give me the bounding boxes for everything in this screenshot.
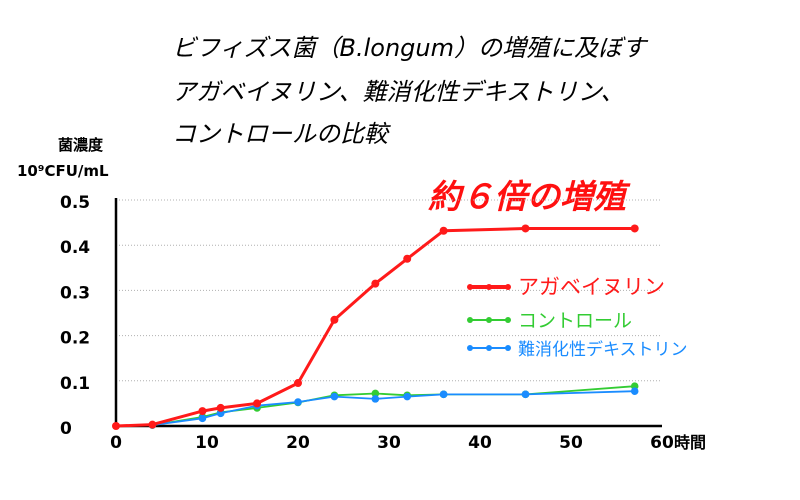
y-axis-label-line-2: 10⁹CFU/mL <box>17 162 109 180</box>
y-tick-label: 0.2 <box>60 329 90 349</box>
x-tick-label: 40 <box>468 433 492 453</box>
data-point <box>403 392 412 401</box>
y-tick-label: 0.5 <box>60 193 90 213</box>
legend-swatch-marker <box>505 284 511 290</box>
data-point <box>216 409 225 418</box>
legend-swatch-marker <box>467 284 473 290</box>
x-tick-label: 30 <box>377 433 401 453</box>
legend-swatch-marker <box>486 317 492 323</box>
growth-annotation: 約６倍の増殖 <box>428 177 626 216</box>
chart-title-line-3: コントロールの比較 <box>172 120 388 148</box>
series-layer <box>112 224 639 430</box>
data-point <box>439 390 448 399</box>
y-axis-label-line-1: 菌濃度 <box>58 136 104 154</box>
y-tick-label: 0 <box>60 419 72 439</box>
legend-swatch-marker <box>467 345 473 351</box>
data-point <box>112 422 120 430</box>
x-tick-label: 0 <box>110 433 122 453</box>
data-point <box>198 407 207 416</box>
data-point <box>294 398 302 406</box>
series-line <box>115 227 635 428</box>
grid-layer <box>116 199 662 382</box>
data-point <box>253 399 262 408</box>
data-point <box>521 224 530 233</box>
legend-label: 難消化性デキストリン <box>518 339 688 360</box>
data-point <box>630 224 639 233</box>
data-point <box>330 315 339 324</box>
y-tick-label: 0.4 <box>60 238 90 258</box>
data-point <box>148 420 157 429</box>
chart-title-line-2: アガベイヌリン、難消化性デキストリン、 <box>172 78 625 106</box>
data-point <box>371 389 380 398</box>
data-point <box>403 254 412 263</box>
y-tick-label: 0.1 <box>60 374 90 394</box>
data-point <box>198 414 207 423</box>
axis-layer: 0 0.1 0.2 0.3 0.4 0.5 0 10 20 30 40 50 60 時間 <box>60 193 706 453</box>
y-tick-label: 0.3 <box>60 283 90 303</box>
legend-swatch-marker <box>467 317 473 323</box>
data-point <box>630 387 639 395</box>
x-tick-label: 10 <box>195 433 219 453</box>
data-point <box>371 395 380 403</box>
legend-label: アガベイヌリン <box>518 275 665 299</box>
x-tick-label: 20 <box>286 433 310 453</box>
legend-label: コントロール <box>518 310 632 332</box>
legend-swatch-marker <box>486 284 492 290</box>
legend-swatch-marker <box>505 345 511 351</box>
data-point <box>330 392 339 401</box>
legend-swatch-marker <box>505 317 511 323</box>
legend-swatch-marker <box>486 345 492 351</box>
data-point <box>439 226 448 235</box>
data-point <box>521 390 530 399</box>
series-line <box>152 385 635 426</box>
x-tick-label: 60 <box>650 433 674 453</box>
chart-title-line-1: ビフィズス菌（B.longum）の増殖に及ぼす <box>172 34 646 62</box>
x-tick-label: 50 <box>559 433 583 453</box>
data-point <box>371 279 380 288</box>
data-point <box>216 403 225 412</box>
data-point <box>294 379 302 388</box>
x-axis-label: 時間 <box>674 433 706 452</box>
